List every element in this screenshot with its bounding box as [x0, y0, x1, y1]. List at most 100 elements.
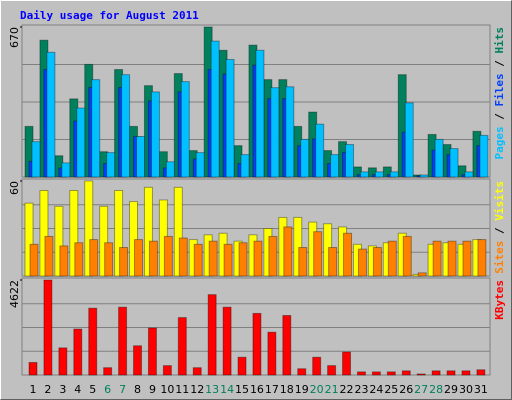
bar [134, 239, 144, 277]
bar [76, 107, 86, 178]
bar [99, 205, 109, 277]
bar [327, 365, 337, 376]
bar [133, 345, 143, 376]
legend-entry: Files [493, 73, 506, 106]
bar [240, 154, 250, 178]
x-tick-label: 24 [369, 383, 383, 396]
bar [386, 371, 396, 376]
x-tick-label: 3 [59, 383, 66, 396]
x-tick-label: 13 [205, 383, 219, 396]
bar [283, 226, 293, 277]
bar [343, 232, 353, 277]
bar [165, 161, 175, 178]
bar [222, 306, 232, 376]
bar [210, 40, 220, 178]
legend-separator: / [493, 54, 506, 74]
x-tick-label: 12 [190, 383, 204, 396]
bar [432, 240, 442, 277]
x-tick-label: 31 [474, 383, 488, 396]
bar [46, 51, 56, 178]
bar [330, 154, 340, 178]
x-tick-label: 29 [444, 383, 458, 396]
bar [357, 248, 367, 277]
bar [73, 328, 83, 376]
bar [31, 141, 41, 178]
bar [282, 314, 292, 376]
bar [29, 243, 39, 277]
bar [28, 361, 38, 376]
bar [267, 331, 277, 376]
x-tick-label: 8 [134, 383, 141, 396]
bar [178, 237, 188, 277]
bar [192, 367, 202, 376]
bar [434, 138, 444, 178]
bar [300, 138, 310, 178]
legend-entry: Visits [493, 181, 506, 221]
bar [446, 370, 456, 376]
bar [479, 134, 489, 178]
x-tick-label: 19 [295, 383, 309, 396]
bar [39, 190, 49, 277]
bar [163, 235, 173, 277]
bar [24, 202, 34, 277]
bar [74, 242, 84, 277]
x-tick-label: 30 [459, 383, 473, 396]
bar [374, 171, 384, 178]
bar [104, 242, 114, 277]
y-tick-label: 60 [8, 181, 21, 195]
x-tick-label: 21 [325, 383, 339, 396]
bar [449, 148, 459, 178]
bar [69, 190, 79, 277]
legend: KBytes [493, 280, 506, 320]
bar [461, 370, 471, 376]
bar [177, 317, 187, 376]
y-tick-label: 670 [8, 27, 21, 48]
bar [401, 370, 411, 376]
bar [417, 272, 427, 277]
bar [298, 247, 308, 277]
bar [114, 190, 124, 277]
legend: Pages / Files / Hits [493, 27, 506, 160]
x-tick-label: 18 [280, 383, 294, 396]
bar [84, 180, 94, 277]
bar [238, 242, 248, 277]
bar [180, 81, 190, 178]
x-tick-label: 9 [149, 383, 156, 396]
bar [173, 186, 183, 277]
bar [143, 186, 153, 277]
bar [371, 371, 381, 376]
bar [387, 240, 397, 277]
bar [253, 240, 263, 277]
legend-entry: Hits [493, 27, 506, 54]
bar [103, 367, 113, 376]
bar [345, 144, 355, 178]
bar [356, 371, 366, 376]
x-tick-label: 26 [399, 383, 413, 396]
legend: Sites / Visits [493, 181, 506, 274]
x-tick-label: 27 [414, 383, 428, 396]
x-tick-label: 5 [89, 383, 96, 396]
bar [476, 369, 486, 376]
bar [106, 152, 116, 178]
legend-entry: KBytes [493, 280, 506, 320]
x-tick-label: 23 [354, 383, 368, 396]
bar [404, 102, 414, 178]
legend-entry: Pages [493, 126, 506, 159]
bar [315, 123, 325, 178]
bar [119, 247, 129, 277]
bar [342, 351, 352, 376]
x-tick-label: 11 [175, 383, 189, 396]
x-tick-label: 16 [250, 383, 264, 396]
bar [225, 58, 235, 178]
bar [150, 91, 160, 178]
bar [162, 365, 172, 376]
legend-separator: / [493, 107, 506, 127]
bar [54, 205, 64, 277]
bar [477, 239, 487, 277]
x-tick-label: 4 [74, 383, 81, 396]
bar [431, 370, 441, 376]
bar [61, 162, 71, 178]
bar [359, 171, 369, 178]
bar [464, 171, 474, 178]
bar [447, 240, 457, 277]
